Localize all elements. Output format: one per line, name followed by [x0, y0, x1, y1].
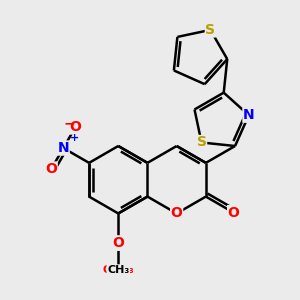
Text: O: O [112, 236, 124, 250]
Text: S: S [196, 136, 206, 149]
Text: O: O [171, 206, 183, 220]
Text: O: O [228, 206, 239, 220]
Text: N: N [243, 108, 255, 122]
Text: O: O [70, 120, 81, 134]
Text: −: − [64, 116, 76, 130]
Text: S: S [206, 23, 215, 37]
Text: O: O [45, 162, 57, 176]
Text: O: O [112, 236, 124, 250]
Text: CH₃: CH₃ [107, 265, 129, 275]
Text: OCH₃: OCH₃ [102, 265, 134, 275]
Text: N: N [58, 141, 69, 155]
Text: +: + [70, 133, 80, 143]
